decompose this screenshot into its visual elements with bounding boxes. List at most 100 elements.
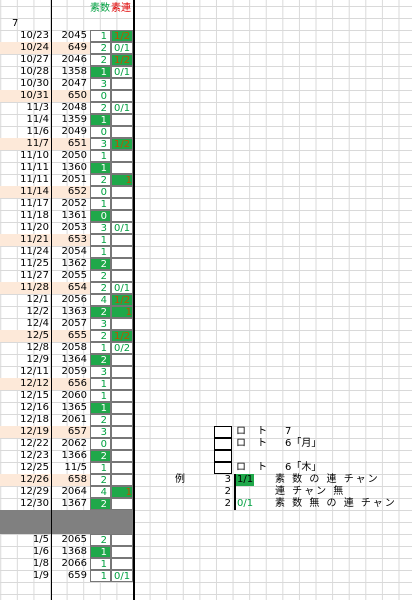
date-cell: 10/28 — [20, 66, 49, 77]
streak-cell — [111, 318, 133, 330]
date-cell: 11/10 — [20, 150, 49, 161]
number-cell: 656 — [67, 378, 87, 389]
date-cell: 12/5 — [26, 330, 49, 341]
prime-cell: 2 — [90, 270, 111, 282]
prime-cell: 2 — [90, 102, 111, 114]
streak-cell — [111, 426, 133, 438]
prime-cell: 1 — [90, 570, 111, 582]
date-cell: 12/22 — [20, 438, 49, 449]
date-cell: 12/26 — [20, 474, 49, 485]
streak-cell — [111, 390, 133, 402]
example-count: 2 — [224, 498, 231, 509]
date-cell: 12/9 — [26, 354, 49, 365]
streak-cell: 1/2 — [111, 138, 133, 150]
date-cell: 11/21 — [20, 234, 49, 245]
number-cell: 2065 — [61, 534, 87, 545]
streak-cell — [111, 114, 133, 126]
date-cell: 12/4 — [26, 318, 49, 329]
streak-cell — [111, 450, 133, 462]
streak-cell — [111, 546, 133, 558]
number-cell: 2055 — [61, 270, 87, 281]
date-cell: 11/28 — [20, 282, 49, 293]
number-cell: 651 — [67, 138, 87, 149]
date-cell: 10/27 — [20, 54, 49, 65]
example-count: 2 — [224, 486, 231, 497]
streak-cell — [111, 234, 133, 246]
prime-cell: 4 — [90, 294, 111, 306]
number-cell: 2051 — [61, 174, 87, 185]
prime-cell: 1 — [90, 234, 111, 246]
prime-cell: 0 — [90, 210, 111, 222]
legend-name: ロ ト — [236, 462, 272, 473]
prime-cell: 1 — [90, 30, 111, 42]
streak-cell — [111, 498, 133, 510]
prime-cell: 1 — [90, 66, 111, 78]
streak-cell — [111, 210, 133, 222]
number-cell: 1361 — [61, 210, 87, 221]
date-cell: 11/24 — [20, 246, 49, 257]
number-cell: 1358 — [61, 66, 87, 77]
date-cell: 11/17 — [20, 198, 49, 209]
number-cell: 2060 — [61, 390, 87, 401]
date-cell: 11/4 — [26, 114, 49, 125]
streak-cell — [111, 162, 133, 174]
streak-cell — [111, 366, 133, 378]
number-cell: 2049 — [61, 126, 87, 137]
number-cell: 654 — [67, 282, 87, 293]
number-cell: 2052 — [61, 198, 87, 209]
header-prime: 素数 — [90, 3, 110, 14]
number-cell: 1365 — [61, 402, 87, 413]
streak-cell: 1 — [111, 174, 133, 186]
number-cell: 652 — [67, 186, 87, 197]
number-cell: 650 — [67, 90, 87, 101]
date-cell: 12/19 — [20, 426, 49, 437]
streak-cell: 1/2 — [111, 54, 133, 66]
streak-cell: 0/1 — [111, 222, 133, 234]
prime-cell: 0 — [90, 126, 111, 138]
number-cell: 649 — [67, 42, 87, 53]
prime-cell: 2 — [90, 306, 111, 318]
date-cell: 11/6 — [26, 126, 49, 137]
date-cell: 12/29 — [20, 486, 49, 497]
streak-cell — [111, 462, 133, 474]
date-cell: 11/27 — [20, 270, 49, 281]
prime-cell: 1 — [90, 150, 111, 162]
example-count: 3 — [224, 474, 231, 485]
streak-cell — [111, 78, 133, 90]
number-cell: 653 — [67, 234, 87, 245]
prime-cell: 2 — [90, 534, 111, 546]
number-cell: 1368 — [61, 546, 87, 557]
date-cell: 11/11 — [20, 162, 49, 173]
streak-cell — [111, 534, 133, 546]
prime-cell: 1 — [90, 246, 111, 258]
number-cell: 658 — [67, 474, 87, 485]
number-cell: 1364 — [61, 354, 87, 365]
date-cell: 10/23 — [20, 30, 49, 41]
streak-cell: 1 — [111, 306, 133, 318]
number-cell: 657 — [67, 426, 87, 437]
streak-cell: 1/2 — [111, 330, 133, 342]
number-cell: 2047 — [61, 78, 87, 89]
prime-cell: 1 — [90, 402, 111, 414]
streak-cell — [111, 474, 133, 486]
streak-cell — [111, 438, 133, 450]
number-cell: 1359 — [61, 114, 87, 125]
streak-cell — [111, 150, 133, 162]
example-text: 素 数 無 の 連 チャン — [275, 498, 397, 509]
prime-cell: 4 — [90, 486, 111, 498]
legend-box — [214, 462, 232, 474]
date-cell: 10/30 — [20, 78, 49, 89]
streak-cell — [111, 90, 133, 102]
date-cell: 12/2 — [26, 306, 49, 317]
row2-value: 7 — [12, 18, 19, 29]
example-label: 例 — [175, 474, 185, 485]
prime-cell: 1 — [90, 378, 111, 390]
number-cell: 655 — [67, 330, 87, 341]
prime-cell: 1 — [90, 114, 111, 126]
prime-cell: 2 — [90, 174, 111, 186]
date-cell: 12/23 — [20, 450, 49, 461]
prime-cell: 0 — [90, 186, 111, 198]
prime-cell: 2 — [90, 330, 111, 342]
example-text: 素 数 の 連 チャン — [275, 474, 380, 485]
